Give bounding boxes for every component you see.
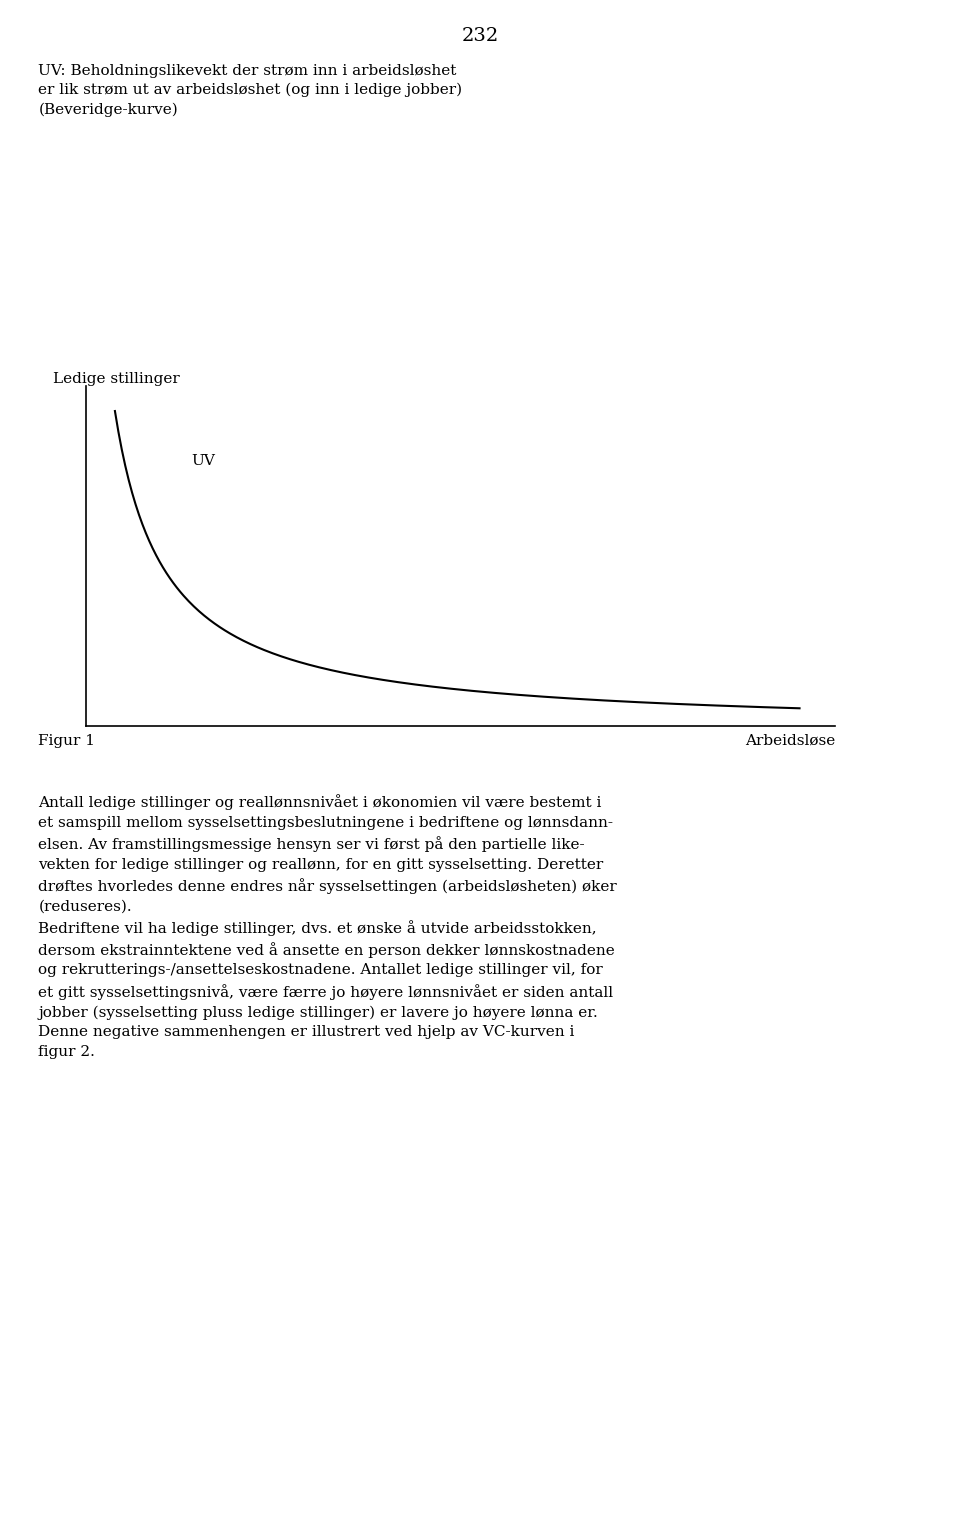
Text: Antall ledige stillinger og reallønnsnivået i økonomien vil være bestemt i
et sa: Antall ledige stillinger og reallønnsniv… <box>38 794 617 1059</box>
Text: 232: 232 <box>462 27 498 45</box>
Text: Arbeidsløse: Arbeidsløse <box>745 734 835 747</box>
Text: Figur 1: Figur 1 <box>38 734 95 747</box>
Text: Ledige stillinger: Ledige stillinger <box>53 372 180 386</box>
Text: UV: Beholdningslikevekt der strøm inn i arbeidsløshet
er lik strøm ut av arbeids: UV: Beholdningslikevekt der strøm inn i … <box>38 64 463 117</box>
Text: UV: UV <box>191 454 215 468</box>
